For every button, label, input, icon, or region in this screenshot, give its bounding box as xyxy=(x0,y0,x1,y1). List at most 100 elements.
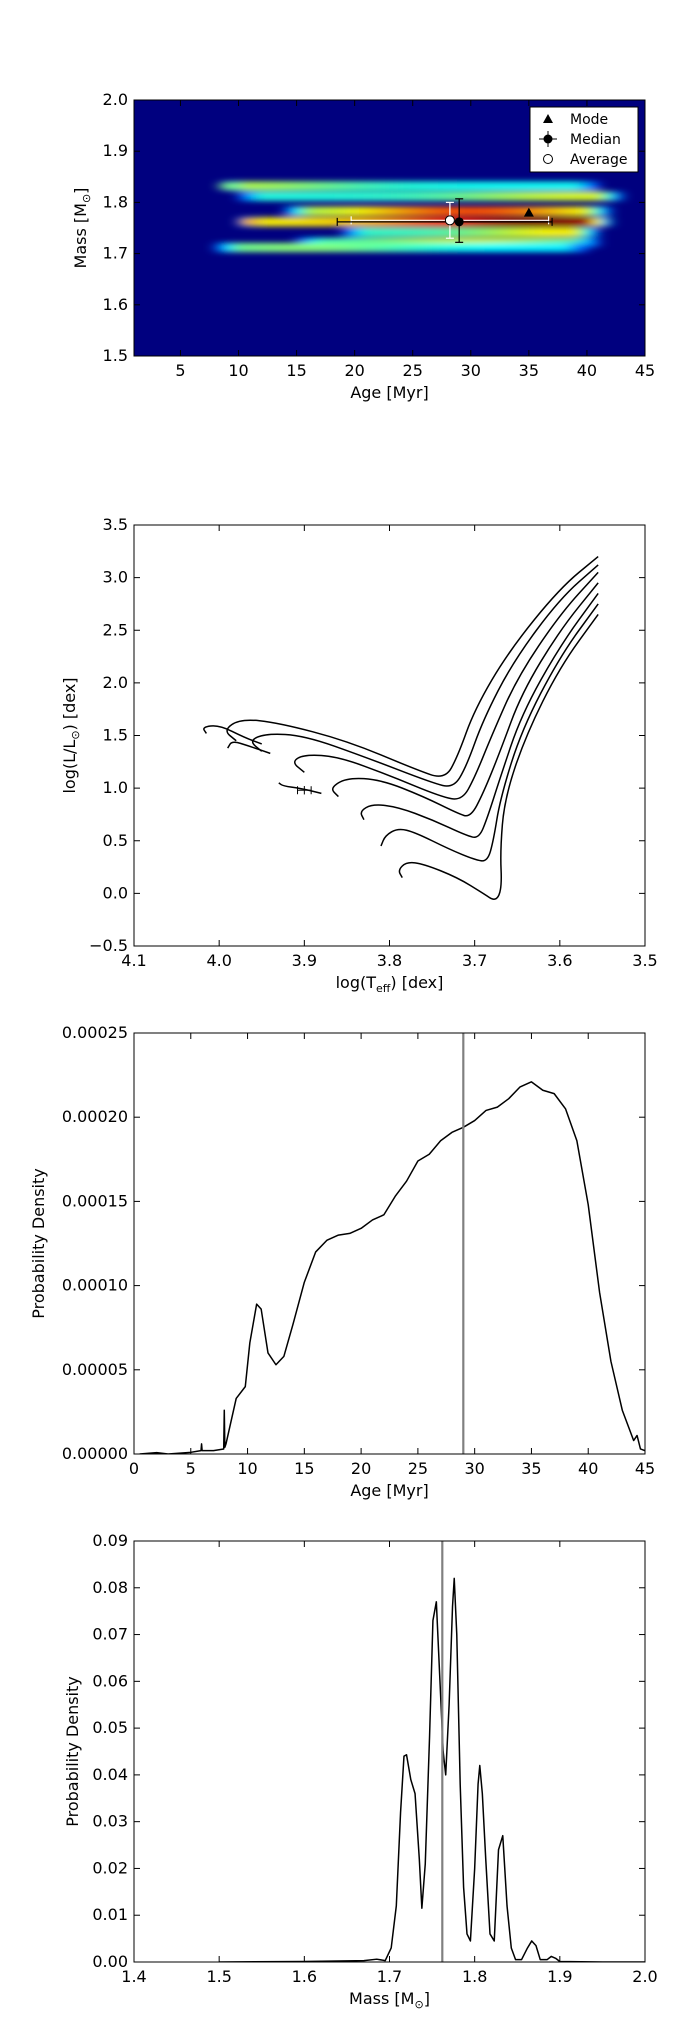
heat-cell xyxy=(319,237,328,247)
x-tick-label: 1.7 xyxy=(377,1967,402,1986)
heat-cell xyxy=(480,206,489,216)
heat-cell xyxy=(426,227,434,237)
heat-cell xyxy=(475,181,486,191)
y-tick-label: 2.0 xyxy=(103,673,128,692)
heat-cell xyxy=(372,237,381,247)
heat-cell xyxy=(430,191,441,201)
heat-cell xyxy=(257,191,268,201)
y-tick-label: 0.02 xyxy=(92,1858,128,1877)
y-tick-label: 1.8 xyxy=(103,192,128,211)
isochrone-track xyxy=(380,603,599,862)
heat-cell xyxy=(343,227,351,237)
heat-cell xyxy=(382,206,392,216)
heat-cell xyxy=(349,237,358,247)
heat-cell xyxy=(549,242,560,252)
heat-cell xyxy=(353,191,364,201)
heat-cell xyxy=(336,242,346,252)
heat-cell xyxy=(423,206,432,216)
y-tick-label: 2.0 xyxy=(103,90,128,109)
y-axis-label: Mass [M⊙] xyxy=(71,188,93,269)
heat-cell xyxy=(382,242,393,252)
heat-cell xyxy=(401,242,412,252)
heat-cell xyxy=(531,242,542,252)
heat-cell xyxy=(551,181,562,191)
heat-cell xyxy=(398,206,408,216)
heat-cell xyxy=(415,206,424,216)
heat-cell xyxy=(512,206,522,216)
y-tick-label: 2.5 xyxy=(103,620,128,639)
isochrone-track xyxy=(278,782,322,795)
heat-cell xyxy=(447,242,458,252)
heat-cell xyxy=(366,206,376,216)
heat-cell xyxy=(602,191,613,201)
heat-cell xyxy=(341,206,351,216)
heat-cell xyxy=(239,181,251,191)
y-tick-label: 0.00000 xyxy=(62,1444,128,1463)
heat-spot xyxy=(219,182,240,191)
y-tick-label: 0.09 xyxy=(92,1531,128,1550)
y-tick-label: 0.04 xyxy=(92,1765,128,1784)
heat-cell xyxy=(532,181,543,191)
heat-cell xyxy=(363,242,374,252)
heat-cell xyxy=(424,237,434,247)
heat-cell xyxy=(311,237,320,247)
heat-cell xyxy=(261,242,272,252)
heat-cell xyxy=(401,191,412,201)
heat-cell xyxy=(466,242,477,252)
heat-cell xyxy=(447,181,458,191)
y-tick-label: 1.9 xyxy=(103,141,128,160)
x-tick-label: 30 xyxy=(461,361,481,380)
heat-cell xyxy=(364,237,373,247)
heat-cell xyxy=(312,217,323,227)
heat-cell xyxy=(521,242,532,252)
y-tick-label: 1.5 xyxy=(103,346,128,365)
heat-cell xyxy=(464,227,472,237)
heat-cell xyxy=(545,191,556,201)
heat-cell xyxy=(477,227,485,237)
heat-cell xyxy=(534,227,542,237)
heat-cell xyxy=(523,237,532,247)
heat-cell xyxy=(568,237,577,247)
heat-cell xyxy=(315,181,326,191)
y-tick-label: 0.05 xyxy=(92,1718,128,1737)
heat-cell xyxy=(509,227,517,237)
heat-cell xyxy=(590,237,600,247)
heat-cell xyxy=(466,181,477,191)
heat-cell xyxy=(438,181,449,191)
plot-frame xyxy=(133,1540,646,1963)
heat-cell xyxy=(267,191,278,201)
heat-cell xyxy=(362,227,370,237)
heat-cell xyxy=(477,237,486,247)
heat-cell xyxy=(413,227,421,237)
x-tick-label: 45 xyxy=(635,361,655,380)
heat-cell xyxy=(579,181,590,191)
pdf-area xyxy=(219,1577,645,1962)
heat-cell xyxy=(554,217,565,227)
heat-cell xyxy=(284,206,294,216)
heat-cell xyxy=(372,181,383,191)
x-tick-label: 45 xyxy=(635,1459,655,1478)
heat-cell xyxy=(432,227,440,237)
heat-cell xyxy=(428,242,439,252)
heat-cell xyxy=(497,191,508,201)
heat-cell xyxy=(275,217,286,227)
x-tick-label: 5 xyxy=(186,1459,196,1478)
y-tick-label: 0.08 xyxy=(92,1578,128,1597)
heat-cell xyxy=(349,227,357,237)
heat-cell xyxy=(591,217,602,227)
y-tick-label: 0.00010 xyxy=(62,1276,128,1295)
y-tick-label: 0.01 xyxy=(92,1905,128,1924)
heat-cell xyxy=(520,206,530,216)
heat-cell xyxy=(572,227,580,237)
x-tick-label: 4.1 xyxy=(121,951,146,970)
heat-cell xyxy=(343,181,354,191)
heat-cell xyxy=(271,242,281,252)
y-tick-label: 1.0 xyxy=(103,778,128,797)
y-tick-label: 0.5 xyxy=(103,831,128,850)
heat-cell xyxy=(566,227,574,237)
heat-cell xyxy=(233,242,244,252)
x-tick-label: 40 xyxy=(578,1459,598,1478)
heat-cell xyxy=(381,181,392,191)
heat-cell xyxy=(553,227,561,237)
y-tick-label: 0.00015 xyxy=(62,1191,128,1210)
